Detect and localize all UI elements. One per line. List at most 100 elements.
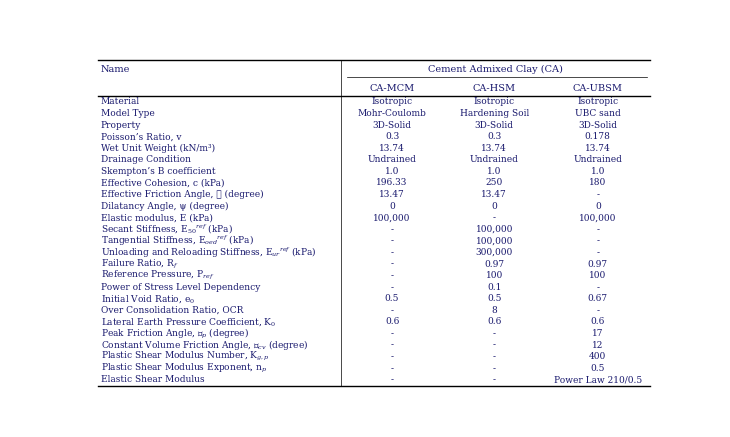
Text: 100,000: 100,000: [579, 213, 616, 222]
Text: 100,000: 100,000: [475, 236, 513, 245]
Text: Hardening Soil: Hardening Soil: [460, 109, 529, 118]
Text: -: -: [391, 248, 393, 257]
Text: -: -: [493, 375, 496, 384]
Text: Elastic modulus, E (kPa): Elastic modulus, E (kPa): [101, 213, 212, 222]
Text: -: -: [391, 283, 393, 291]
Text: 17: 17: [592, 329, 604, 338]
Text: Elastic Shear Modulus: Elastic Shear Modulus: [101, 375, 204, 384]
Text: 1.0: 1.0: [385, 167, 399, 176]
Text: 13.74: 13.74: [481, 144, 507, 153]
Text: Cement Admixed Clay (CA): Cement Admixed Clay (CA): [429, 66, 563, 74]
Text: 400: 400: [589, 352, 607, 361]
Text: Undrained: Undrained: [470, 155, 518, 164]
Text: -: -: [596, 236, 599, 245]
Text: -: -: [596, 225, 599, 234]
Text: Plastic Shear Modulus Exponent, n$_p$: Plastic Shear Modulus Exponent, n$_p$: [101, 362, 267, 375]
Text: -: -: [391, 352, 393, 361]
Text: Dilatancy Angle, ψ (degree): Dilatancy Angle, ψ (degree): [101, 201, 228, 211]
Text: -: -: [391, 271, 393, 280]
Text: Isotropic: Isotropic: [474, 97, 515, 107]
Text: Skempton’s B coefficient: Skempton’s B coefficient: [101, 167, 215, 176]
Text: 8: 8: [491, 306, 497, 315]
Text: Mohr-Coulomb: Mohr-Coulomb: [358, 109, 426, 118]
Text: 100,000: 100,000: [373, 213, 411, 222]
Text: 100: 100: [589, 271, 607, 280]
Text: 180: 180: [589, 178, 607, 187]
Text: CA-MCM: CA-MCM: [369, 83, 415, 93]
Text: 0.6: 0.6: [487, 317, 502, 326]
Text: 0.5: 0.5: [385, 294, 399, 303]
Text: -: -: [493, 352, 496, 361]
Text: 0.6: 0.6: [591, 317, 605, 326]
Text: 0.67: 0.67: [588, 294, 608, 303]
Text: 13.47: 13.47: [379, 190, 405, 199]
Text: CA-UBSM: CA-UBSM: [573, 83, 623, 93]
Text: Reference Pressure, P$_{ref}$: Reference Pressure, P$_{ref}$: [101, 269, 215, 282]
Text: 100,000: 100,000: [475, 225, 513, 234]
Text: 3D-Solid: 3D-Solid: [474, 121, 514, 130]
Text: Poisson’s Ratio, v: Poisson’s Ratio, v: [101, 132, 181, 141]
Text: -: -: [493, 340, 496, 350]
Text: -: -: [391, 260, 393, 268]
Text: -: -: [493, 213, 496, 222]
Text: -: -: [493, 364, 496, 373]
Text: 13.47: 13.47: [481, 190, 507, 199]
Text: -: -: [596, 248, 599, 257]
Text: -: -: [596, 306, 599, 315]
Text: Tangential Stiffness, E$_{oed}$$^{ref}$ (kPa): Tangential Stiffness, E$_{oed}$$^{ref}$ …: [101, 234, 254, 248]
Text: Peak Friction Angle, ∅$_p$ (degree): Peak Friction Angle, ∅$_p$ (degree): [101, 326, 249, 340]
Text: Drainage Condition: Drainage Condition: [101, 155, 191, 164]
Text: -: -: [391, 375, 393, 384]
Text: -: -: [391, 236, 393, 245]
Text: Plastic Shear Modulus Number, K$_{g,p}$: Plastic Shear Modulus Number, K$_{g,p}$: [101, 350, 269, 363]
Text: 13.74: 13.74: [585, 144, 610, 153]
Text: -: -: [391, 225, 393, 234]
Text: Unloading and Reloading Stiffness, E$_{ur}$$^{ref}$ (kPa): Unloading and Reloading Stiffness, E$_{u…: [101, 245, 316, 260]
Text: 1.0: 1.0: [487, 167, 502, 176]
Text: 0.5: 0.5: [591, 364, 605, 373]
Text: UBC sand: UBC sand: [575, 109, 620, 118]
Text: Power Law 210/0.5: Power Law 210/0.5: [553, 375, 642, 384]
Text: Constant Volume Friction Angle, ∅$_{cv}$ (degree): Constant Volume Friction Angle, ∅$_{cv}$…: [101, 338, 308, 352]
Text: Name: Name: [101, 66, 130, 74]
Text: Secant Stiffness, E$_{50}$$^{ref}$ (kPa): Secant Stiffness, E$_{50}$$^{ref}$ (kPa): [101, 222, 233, 236]
Text: Undrained: Undrained: [368, 155, 417, 164]
Text: 0: 0: [595, 201, 601, 211]
Text: -: -: [596, 190, 599, 199]
Text: 13.74: 13.74: [379, 144, 405, 153]
Text: 0.97: 0.97: [484, 260, 504, 268]
Text: -: -: [391, 329, 393, 338]
Text: CA-HSM: CA-HSM: [472, 83, 516, 93]
Text: 0.5: 0.5: [487, 294, 502, 303]
Text: 0.6: 0.6: [385, 317, 399, 326]
Text: 3D-Solid: 3D-Solid: [578, 121, 618, 130]
Text: 100: 100: [485, 271, 503, 280]
Text: 250: 250: [485, 178, 503, 187]
Text: Effective Cohesion, c (kPa): Effective Cohesion, c (kPa): [101, 178, 224, 187]
Text: 0: 0: [491, 201, 497, 211]
Text: -: -: [391, 340, 393, 350]
Text: 300,000: 300,000: [476, 248, 513, 257]
Text: 0: 0: [389, 201, 395, 211]
Text: Wet Unit Weight (kN/m³): Wet Unit Weight (kN/m³): [101, 144, 215, 153]
Text: 0.178: 0.178: [585, 132, 611, 141]
Text: Isotropic: Isotropic: [577, 97, 618, 107]
Text: Model Type: Model Type: [101, 109, 155, 118]
Text: Effective Friction Angle, ∅ (degree): Effective Friction Angle, ∅ (degree): [101, 190, 264, 199]
Text: 0.97: 0.97: [588, 260, 608, 268]
Text: Power of Stress Level Dependency: Power of Stress Level Dependency: [101, 283, 260, 291]
Text: Material: Material: [101, 97, 140, 107]
Text: -: -: [391, 306, 393, 315]
Text: 196.33: 196.33: [377, 178, 408, 187]
Text: 1.0: 1.0: [591, 167, 605, 176]
Text: -: -: [596, 283, 599, 291]
Text: Property: Property: [101, 121, 141, 130]
Text: Initial Void Ratio, e$_0$: Initial Void Ratio, e$_0$: [101, 293, 195, 305]
Text: 12: 12: [592, 340, 604, 350]
Text: -: -: [391, 364, 393, 373]
Text: Over Consolidation Ratio, OCR: Over Consolidation Ratio, OCR: [101, 306, 243, 315]
Text: Isotropic: Isotropic: [372, 97, 412, 107]
Text: Lateral Earth Pressure Coefficient, K$_0$: Lateral Earth Pressure Coefficient, K$_0…: [101, 316, 276, 328]
Text: 3D-Solid: 3D-Solid: [372, 121, 412, 130]
Text: Undrained: Undrained: [573, 155, 622, 164]
